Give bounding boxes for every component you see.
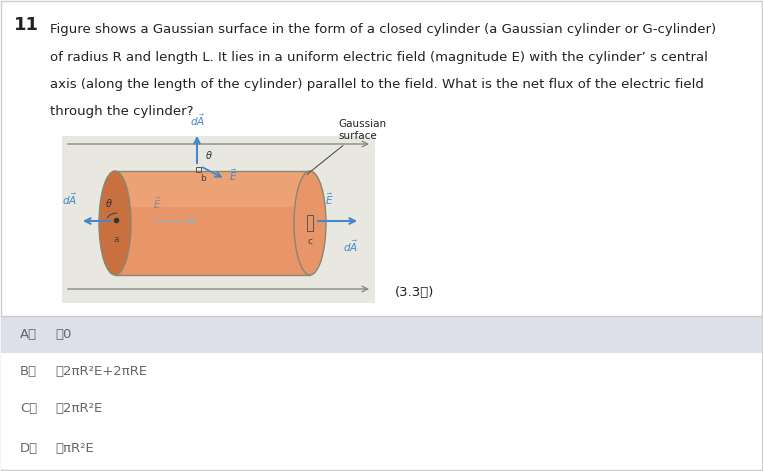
Text: of radius R and length L. It lies in a uniform electric field (magnitude E) with: of radius R and length L. It lies in a u… [50,51,708,64]
Text: $\theta$: $\theta$ [105,197,113,209]
Text: $\vec{E}$: $\vec{E}$ [325,192,333,207]
Text: ，2πR²E: ，2πR²E [55,402,102,415]
Text: axis (along the length of the cylinder) parallel to the field. What is the net f: axis (along the length of the cylinder) … [50,78,704,91]
Text: A．: A． [20,328,37,341]
Text: b: b [200,174,206,183]
Bar [1,427,762,469]
Bar [307,215,313,231]
Text: a: a [113,235,119,244]
Polygon shape [115,171,310,275]
Ellipse shape [294,171,326,275]
Text: B．: B． [20,365,37,378]
Text: ，πR²E: ，πR²E [55,441,94,455]
Polygon shape [115,171,310,207]
Text: $\theta$: $\theta$ [205,149,213,161]
Text: $\vec{E}$: $\vec{E}$ [229,167,237,183]
Text: $d\vec{A}$: $d\vec{A}$ [343,239,358,254]
Text: through the cylinder?: through the cylinder? [50,105,194,118]
Text: $d\vec{A}$: $d\vec{A}$ [189,113,204,128]
Ellipse shape [99,171,131,275]
Bar [1,316,762,353]
Bar [1,353,762,390]
Text: Figure shows a Gaussian surface in the form of a closed cylinder (a Gaussian cyl: Figure shows a Gaussian surface in the f… [50,23,716,36]
Text: 11: 11 [14,16,39,34]
Text: (3.3分): (3.3分) [395,286,434,299]
Text: D．: D． [20,441,38,455]
Text: $d\vec{A}$: $d\vec{A}$ [62,192,76,207]
Text: ，2πR²E+2πRE: ，2πR²E+2πRE [55,365,147,378]
Text: $\vec{E}$: $\vec{E}$ [153,195,162,211]
Text: c: c [307,237,313,246]
Text: ，0: ，0 [55,328,72,341]
Text: C．: C． [20,402,37,415]
Bar [196,167,201,172]
Bar [1,390,762,427]
Text: Gaussian
surface: Gaussian surface [307,120,386,174]
Bar [62,136,375,303]
